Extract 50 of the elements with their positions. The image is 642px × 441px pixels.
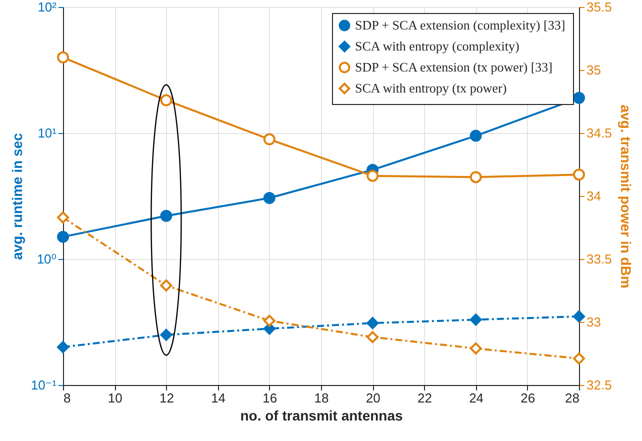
y2-tick-label: 35 [586, 62, 601, 78]
x-tick-label: 26 [520, 390, 536, 406]
point [366, 317, 379, 330]
point [573, 168, 585, 181]
x-tick-label: 18 [314, 390, 329, 406]
point [160, 210, 172, 222]
point [57, 211, 69, 224]
x-tick-label: 24 [469, 390, 484, 406]
point [160, 328, 172, 341]
y2-axis-title: avg. transmit power in dBm [618, 104, 634, 288]
x-tick-label: 10 [108, 390, 122, 406]
x-tick-label: 16 [262, 390, 278, 406]
x-tick-label: 28 [565, 390, 580, 406]
point [57, 230, 69, 243]
legend-label: SCA with entropy (complexity) [355, 38, 520, 54]
y2-tick-label: 34 [586, 188, 601, 204]
y-tick-label: 10⁻¹ [30, 378, 58, 392]
legend-label: SCA with entropy (tx power) [355, 80, 507, 96]
y2-tick-label: 33.5 [586, 252, 612, 266]
point [160, 94, 172, 106]
point [263, 133, 276, 146]
point [366, 170, 379, 182]
point [573, 352, 585, 365]
point [366, 331, 379, 344]
y2-tick-label: 32.5 [586, 378, 612, 392]
point [263, 192, 276, 204]
point [57, 341, 69, 354]
y-tick-label: 10² [38, 0, 58, 14]
y2-tick-label: 33 [586, 314, 601, 330]
x-tick-label: 8 [64, 390, 71, 406]
y-axis-title: avg. runtime in sec [8, 132, 25, 260]
y2-tick-label: 34.5 [586, 126, 612, 140]
y-tick-label: 10⁰ [36, 252, 56, 266]
x-axis-title: no. of transmit antennas [240, 408, 403, 424]
x-tick-label: 12 [159, 390, 174, 406]
x-tick-label: 20 [366, 390, 380, 406]
point [470, 130, 482, 142]
y2-tick-label: 35.5 [586, 0, 612, 14]
point [160, 279, 172, 292]
y-tick-label: 10¹ [38, 126, 58, 140]
point [263, 314, 276, 327]
point [470, 314, 482, 326]
point [470, 342, 482, 354]
legend-label: SDP + SCA extension (complexity) [33] [355, 18, 566, 32]
legend-label: SDP + SCA extension (tx power) [33] [355, 60, 553, 74]
x-tick-label: 14 [211, 390, 226, 406]
point [573, 92, 585, 104]
x-tick-label: 22 [417, 390, 432, 406]
point [470, 171, 482, 184]
point [573, 310, 585, 322]
